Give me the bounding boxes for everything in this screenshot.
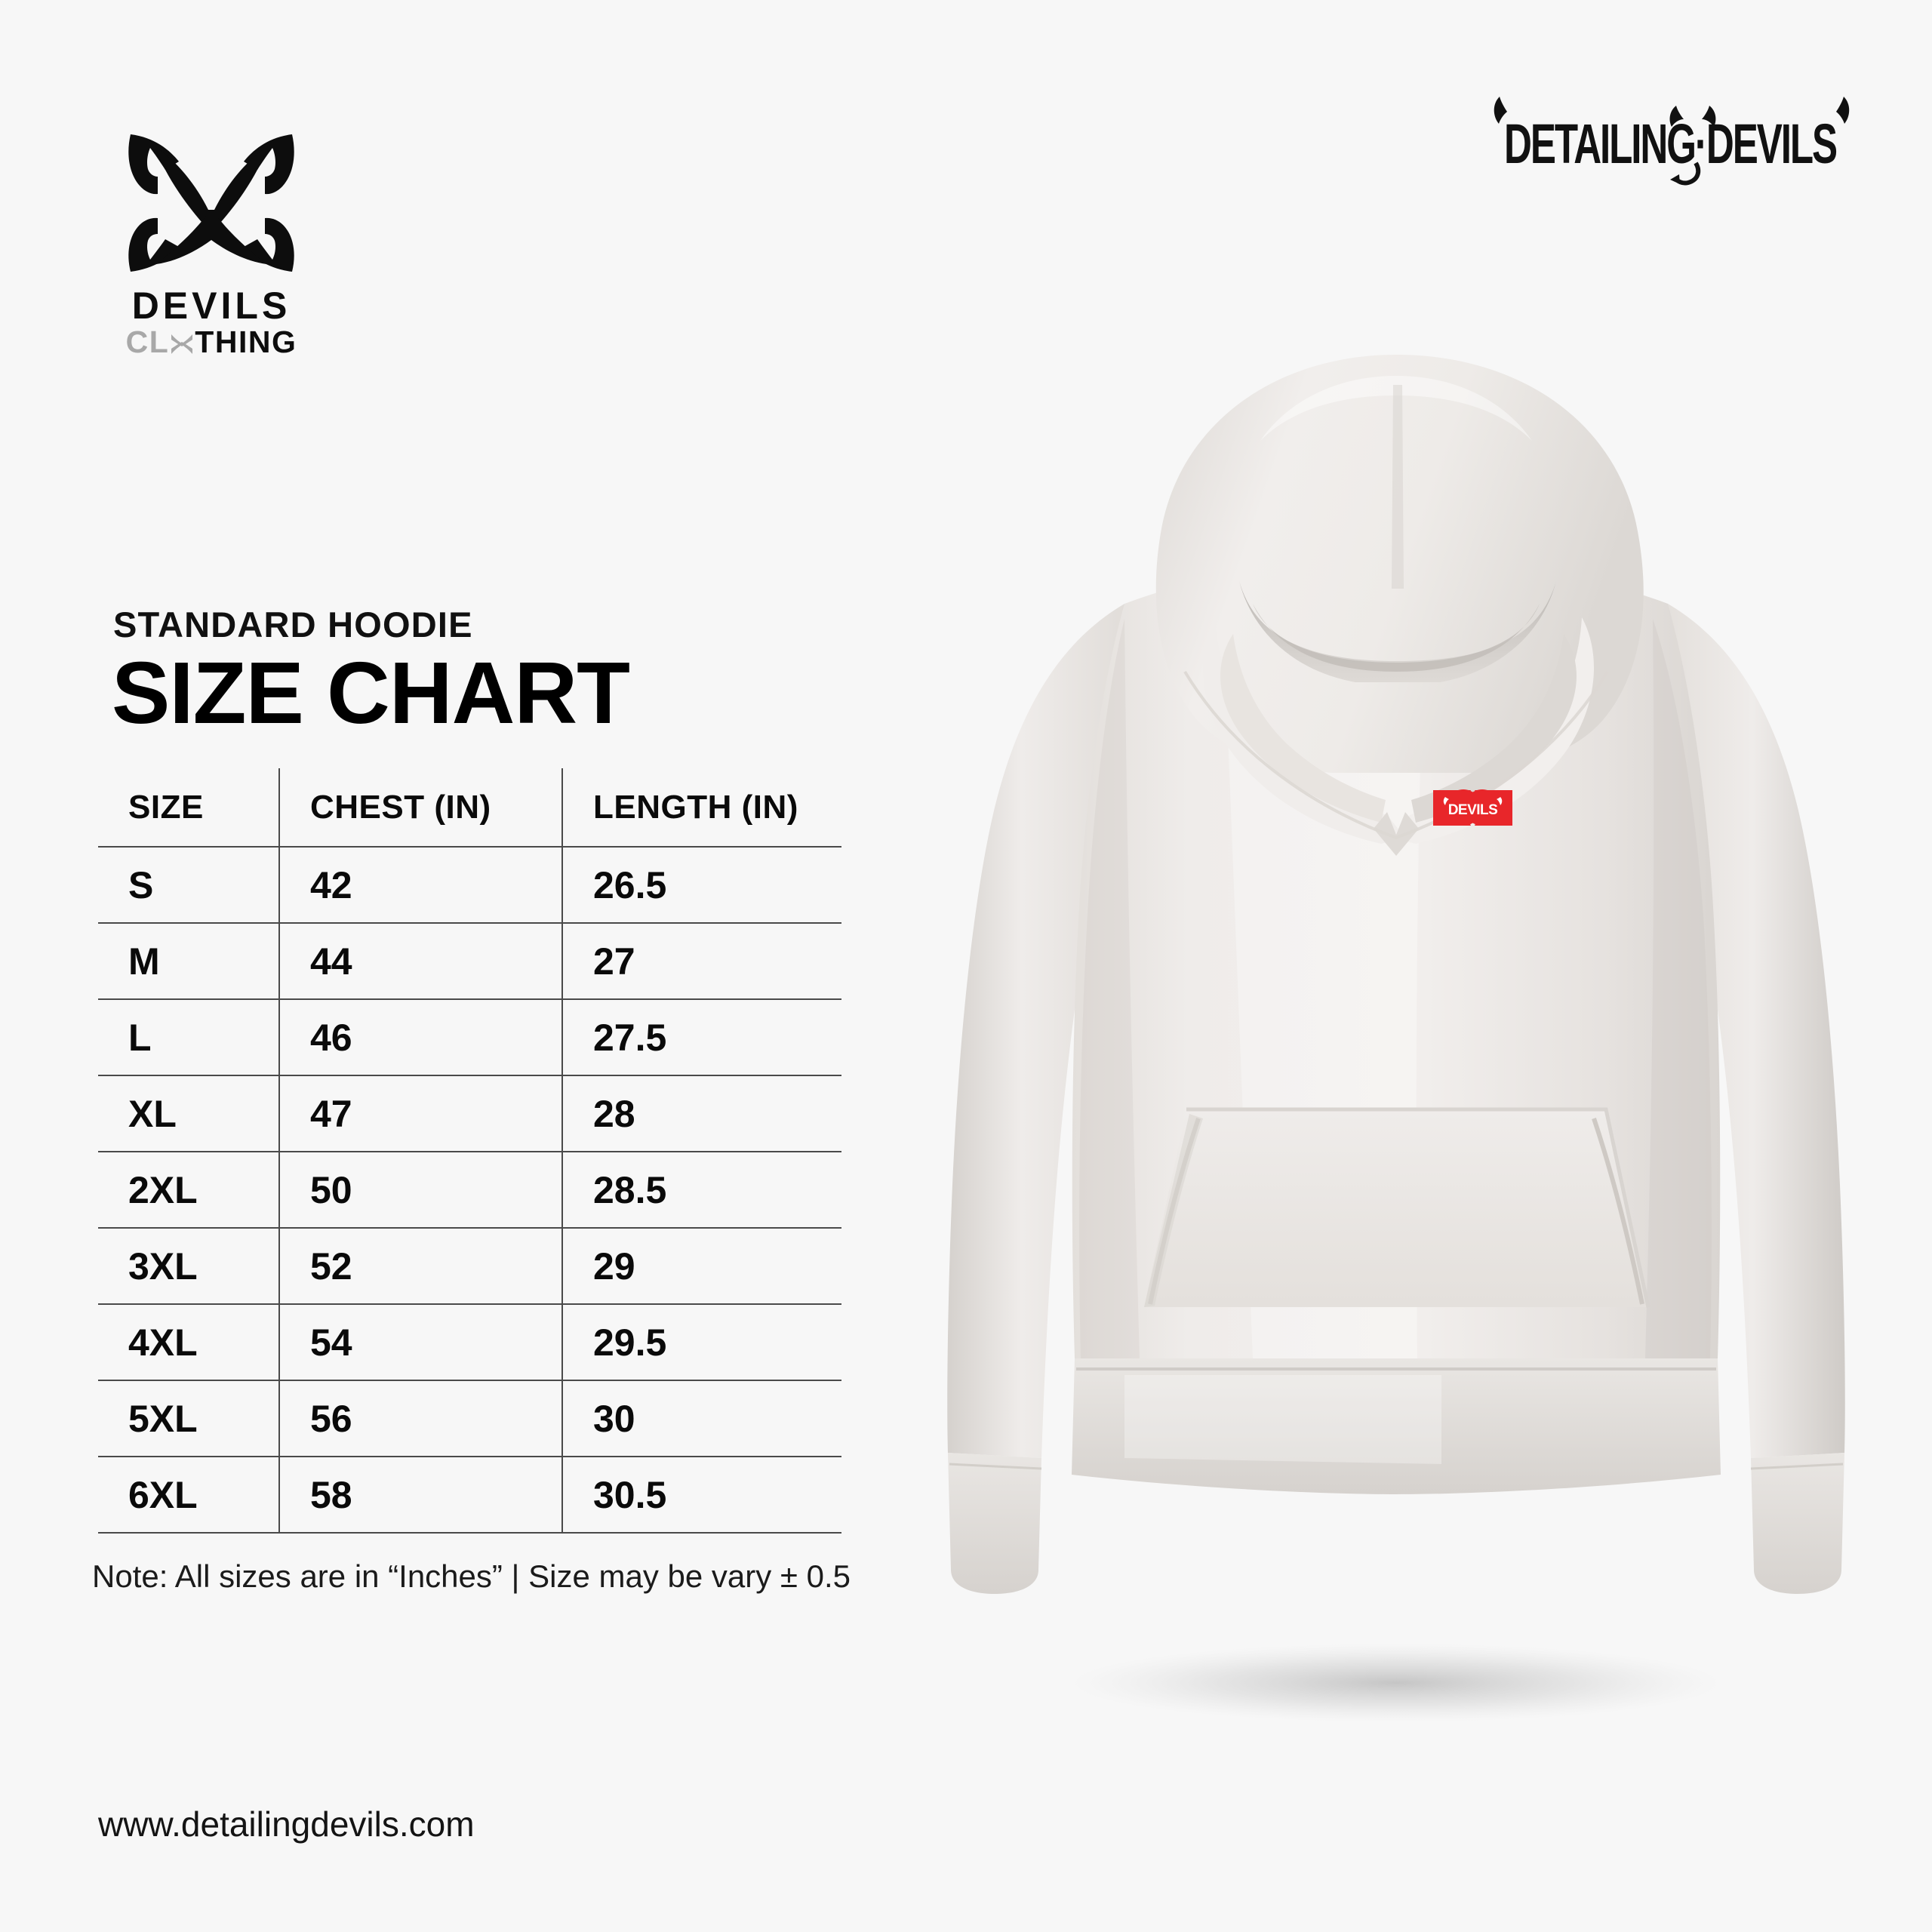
table-row: 3XL 52 29 bbox=[98, 1228, 841, 1305]
cell-chest: 46 bbox=[278, 999, 562, 1076]
hoodie-left-sleeve bbox=[947, 604, 1132, 1458]
brand-name-clothing: CL THING bbox=[106, 327, 317, 358]
hoodie-right-cuff bbox=[1751, 1453, 1844, 1594]
cell-size: L bbox=[98, 999, 279, 1076]
detailing-devils-text: DETAILING·DEVILS bbox=[1504, 112, 1836, 175]
chest-logo-badge: DEVILS bbox=[1430, 787, 1515, 829]
column-header-chest: CHEST (IN) bbox=[278, 768, 562, 848]
table-row: 2XL 50 28.5 bbox=[98, 1152, 841, 1229]
brand-wordmark: DEVILS CL THING bbox=[106, 287, 317, 358]
cell-size: M bbox=[98, 923, 279, 1000]
table-row: XL 47 28 bbox=[98, 1075, 841, 1152]
hoodie-left-cuff bbox=[948, 1453, 1041, 1594]
page-title: SIZE CHART bbox=[112, 644, 630, 742]
size-chart-table: SIZE CHEST (IN) LENGTH (IN) S 42 26.5 M 44 27… bbox=[98, 768, 841, 1534]
devils-bowtie-badge-icon: DEVILS bbox=[1433, 789, 1512, 826]
cell-chest: 50 bbox=[278, 1152, 562, 1229]
cell-chest: 47 bbox=[278, 1075, 562, 1152]
footer-website-url: www.detailingdevils.com bbox=[98, 1804, 475, 1844]
cell-chest: 58 bbox=[278, 1457, 562, 1534]
hoodie-illustration bbox=[947, 355, 1845, 1722]
cell-length: 27 bbox=[561, 923, 841, 1000]
detailing-devils-horned-wordmark-icon: DETAILING·DEVILS bbox=[1494, 97, 1850, 186]
cell-size: 3XL bbox=[98, 1228, 279, 1305]
cell-length: 28 bbox=[561, 1075, 841, 1152]
pocket-opening-right bbox=[1592, 1118, 1644, 1305]
cell-chest: 54 bbox=[278, 1304, 562, 1381]
cell-chest: 52 bbox=[278, 1228, 562, 1305]
hoodie-hem-band bbox=[1072, 1358, 1721, 1494]
detailing-devils-logo: DETAILING·DEVILS bbox=[1491, 91, 1853, 192]
badge-label: DEVILS bbox=[1448, 802, 1498, 818]
brand-clothing-thing: THING bbox=[195, 325, 297, 359]
table-row: 5XL 56 30 bbox=[98, 1380, 841, 1457]
cell-length: 30 bbox=[561, 1380, 841, 1457]
column-header-size: SIZE bbox=[98, 768, 279, 848]
cell-length: 27.5 bbox=[561, 999, 841, 1076]
page-subtitle: STANDARD HOODIE bbox=[113, 605, 473, 645]
hoodie-product-image bbox=[898, 355, 1894, 1789]
table-row: L 46 27.5 bbox=[98, 999, 841, 1076]
cell-size: 5XL bbox=[98, 1380, 279, 1457]
o-x-mark-icon bbox=[169, 330, 195, 354]
brand-clothing-cl: CL bbox=[125, 325, 170, 359]
cell-size: XL bbox=[98, 1075, 279, 1152]
table-row: M 44 27 bbox=[98, 923, 841, 1000]
cell-chest: 42 bbox=[278, 847, 562, 924]
table-row: 6XL 58 30.5 bbox=[98, 1457, 841, 1534]
size-note: Note: All sizes are in “Inches” | Size m… bbox=[92, 1558, 851, 1594]
cell-length: 30.5 bbox=[561, 1457, 841, 1534]
cell-size: S bbox=[98, 847, 279, 924]
brand-name-devils: DEVILS bbox=[131, 285, 291, 327]
cell-length: 29.5 bbox=[561, 1304, 841, 1381]
cell-length: 28.5 bbox=[561, 1152, 841, 1229]
table-header-row: SIZE CHEST (IN) LENGTH (IN) bbox=[98, 768, 841, 848]
cell-length: 29 bbox=[561, 1228, 841, 1305]
cell-chest: 44 bbox=[278, 923, 562, 1000]
cell-chest: 56 bbox=[278, 1380, 562, 1457]
hoodie-pocket bbox=[1144, 1109, 1648, 1307]
table-row: S 42 26.5 bbox=[98, 847, 841, 924]
hoodie-right-sleeve bbox=[1660, 604, 1845, 1458]
devils-clothing-logo: DEVILS CL THING bbox=[106, 128, 317, 358]
column-header-length: LENGTH (IN) bbox=[561, 768, 841, 848]
table-row: 4XL 54 29.5 bbox=[98, 1304, 841, 1381]
cell-size: 6XL bbox=[98, 1457, 279, 1534]
table-body: S 42 26.5 M 44 27 L 46 27.5 XL 47 28 2XL 50 28.5 3XL 52 2… bbox=[98, 847, 841, 1534]
cell-size: 2XL bbox=[98, 1152, 279, 1229]
hoodie-shadow bbox=[1072, 1644, 1721, 1722]
cell-size: 4XL bbox=[98, 1304, 279, 1381]
devil-horns-x-icon bbox=[128, 134, 294, 272]
cell-length: 26.5 bbox=[561, 847, 841, 924]
